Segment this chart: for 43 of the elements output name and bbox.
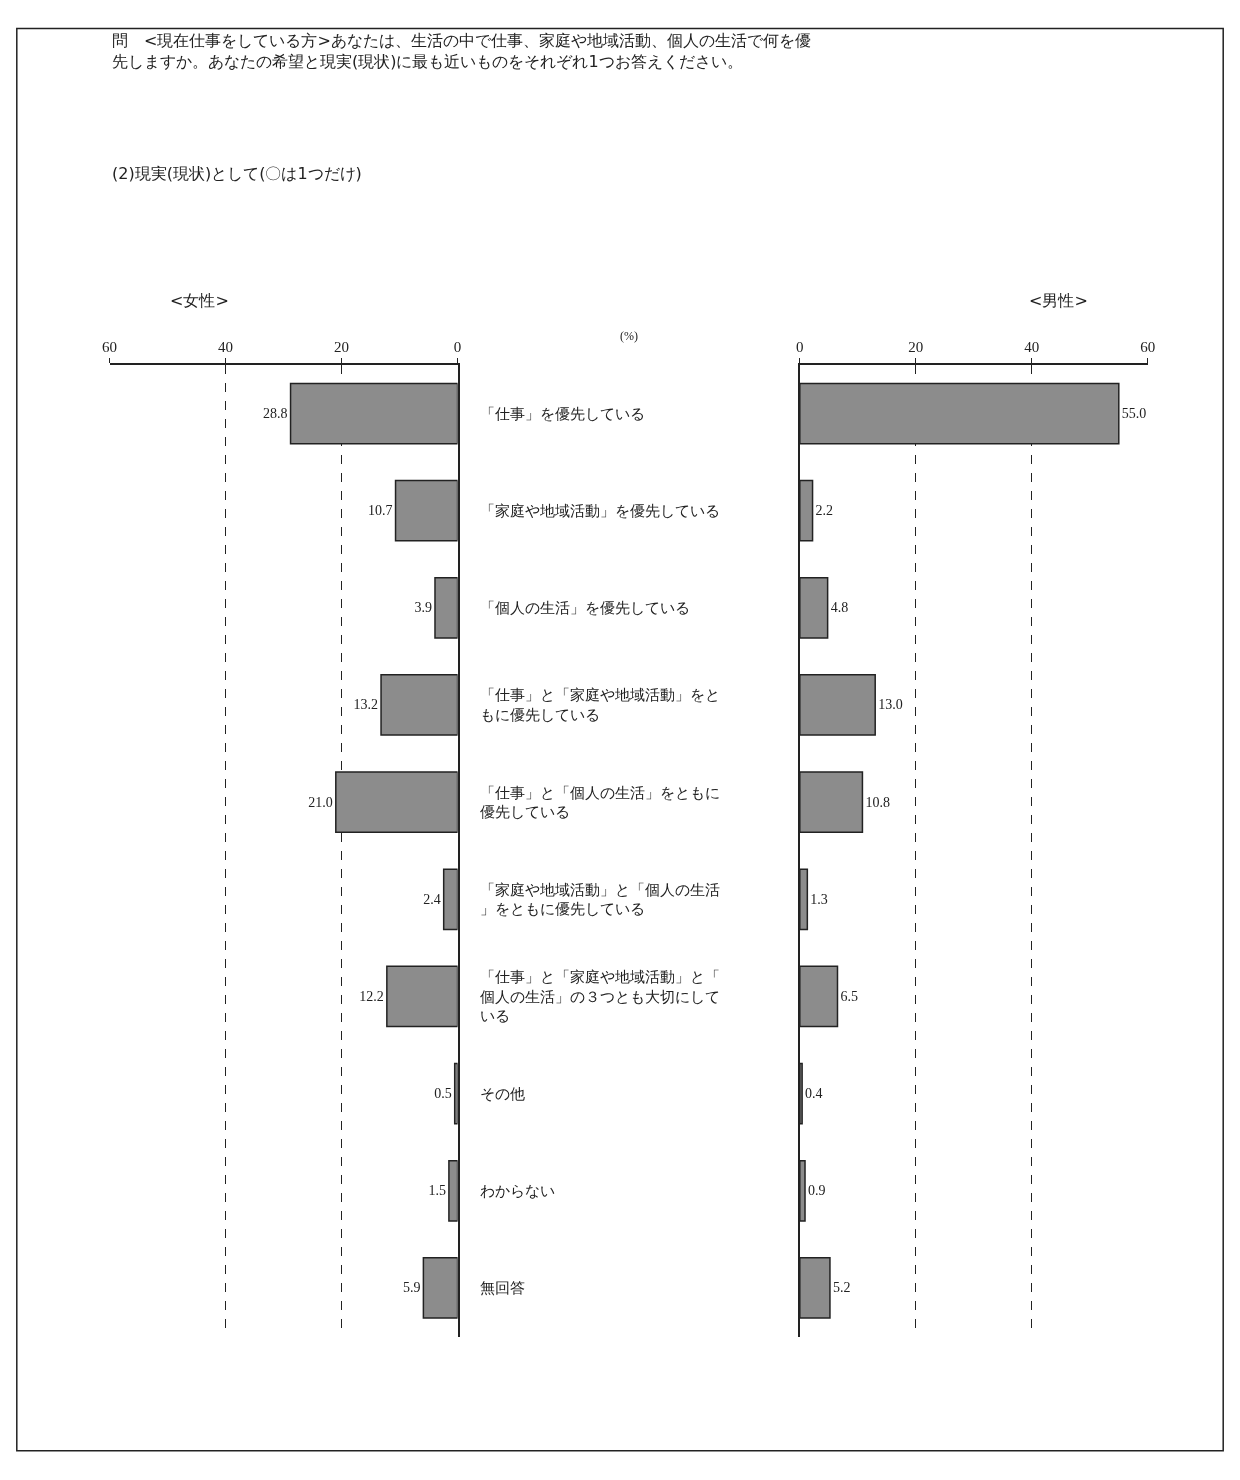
- y-tick-label: 「個人の生活」を優先している: [480, 599, 691, 618]
- chart-subtitle: (2)現実(現状)として(〇は1つだけ): [112, 164, 362, 183]
- x-tick-label: 40: [218, 339, 234, 356]
- chart-title: <女性>: [170, 291, 229, 310]
- y-tick-label: わからない: [480, 1182, 556, 1201]
- chart-title: <男性>: [1029, 291, 1088, 310]
- text: 問 <現在仕事をしている方>あなたは、生活の中で仕事、家庭や地域活動、個人の生活で何を優先しますか。あなたの希望と現実(現状)に最も近いものをそれぞれ1つお答えください。: [112, 31, 811, 71]
- data-label: 10.7: [368, 503, 393, 519]
- data-label: 2.4: [423, 891, 441, 907]
- data-label: 5.9: [402, 1280, 421, 1296]
- data-label: 0.5: [434, 1086, 452, 1102]
- data-label: 0.4: [805, 1086, 823, 1102]
- x-tick-label: 0: [453, 339, 462, 356]
- y-tick-label: 無回答: [480, 1279, 526, 1298]
- data-label: 5.2: [832, 1280, 851, 1296]
- y-tick-label: その他: [480, 1084, 526, 1103]
- x-tick-label: 60: [102, 339, 118, 356]
- data-label: 28.8: [263, 406, 288, 422]
- data-label: 3.9: [414, 600, 432, 616]
- data-label: 2.2: [815, 503, 834, 519]
- data-label: 13.2: [353, 697, 379, 713]
- y-tick-label: 「仕事」を優先している: [480, 404, 646, 423]
- data-label: 21.0: [308, 794, 333, 810]
- data-label: 1.5: [428, 1183, 446, 1199]
- y-tick-label: 「家庭や地域活動」と「個人の生活」をともに優先している: [480, 880, 721, 919]
- y-tick-label: 「仕事」と「家庭や地域活動」をともに優先している: [480, 686, 721, 724]
- x-tick-label: 0: [796, 339, 804, 356]
- x-tick-label: 20: [908, 339, 924, 356]
- y-tick-label: 「家庭や地域活動」を優先している: [480, 501, 721, 520]
- x-tick-label: 60: [1140, 339, 1156, 356]
- data-label: 0.9: [808, 1183, 826, 1199]
- data-label: 6.5: [840, 988, 858, 1004]
- data-label: 10.8: [865, 794, 890, 810]
- data-label: 12.2: [359, 988, 384, 1004]
- text: (%): [620, 329, 638, 343]
- y-tick-label: 「仕事」と「個人の生活」をともに優先している: [480, 783, 721, 822]
- data-label: 1.3: [810, 891, 828, 907]
- x-tick-label: 20: [334, 339, 350, 356]
- data-label: 4.8: [830, 600, 849, 616]
- data-label: 13.0: [878, 697, 903, 713]
- x-tick-label: 40: [1024, 339, 1040, 356]
- y-tick-label: 「仕事」と「家庭や地域活動」と「個人の生活」の３つとも大切にしている: [480, 968, 721, 1026]
- data-label: 55.0: [1121, 406, 1147, 422]
